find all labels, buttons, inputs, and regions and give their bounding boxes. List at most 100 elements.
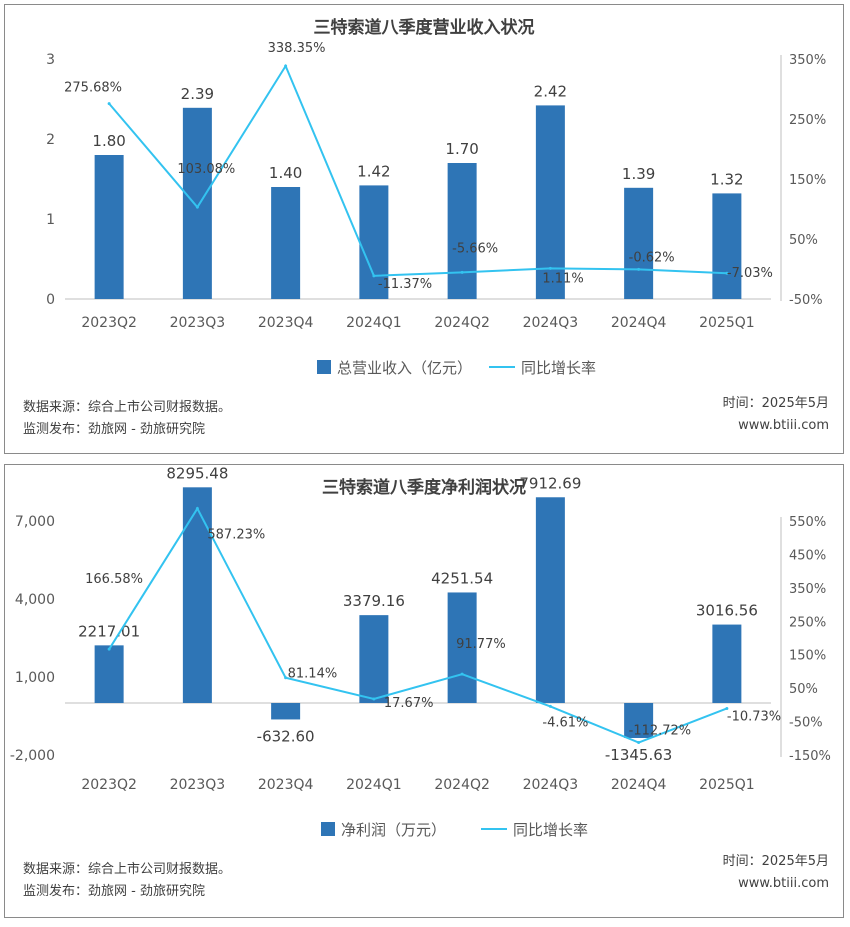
- profit-source-text: 数据来源：综合上市公司财报数据。: [23, 862, 232, 877]
- revenue-growth-value-label: 338.35%: [268, 41, 326, 56]
- revenue-legend-line-label: 同比增长率: [521, 359, 596, 377]
- revenue-bar: [182, 107, 212, 299]
- profit-chart-panel: 三特索道八季度净利润状况 -2,000 1,000 4,000 7,000 -150% -5…: [4, 464, 844, 918]
- revenue-bar: [712, 193, 742, 299]
- profit-legend-bar-swatch: [321, 822, 335, 836]
- revenue-category-label: 2024Q1: [346, 315, 402, 331]
- revenue-category-label: 2023Q2: [81, 315, 137, 331]
- profit-category-label: 2024Q3: [523, 777, 579, 793]
- profit-bar-value-label: 4251.54: [431, 569, 493, 587]
- revenue-growth-value-label: 103.08%: [177, 162, 235, 177]
- revenue-growth-value-label: 1.11%: [542, 271, 583, 286]
- revenue-bar-value-label: 2.39: [181, 85, 214, 103]
- revenue-publisher-text: 监测发布：劲旅网 - 劲旅研究院: [23, 422, 205, 437]
- profit-category-label: 2023Q2: [81, 777, 137, 793]
- revenue-right-tick-label: 350%: [789, 53, 826, 68]
- revenue-bar-value-label: 1.80: [92, 132, 125, 150]
- revenue-date-text: 时间：2025年5月: [722, 396, 829, 411]
- revenue-growth-value-label: -11.37%: [378, 277, 432, 292]
- profit-bar: [535, 497, 565, 703]
- profit-left-tick-label: 1,000: [15, 670, 55, 686]
- revenue-site-text: www.btiii.com: [738, 418, 829, 433]
- profit-growth-line: [108, 506, 728, 744]
- revenue-footer-right: 时间：2025年5月 www.btiii.com: [723, 393, 829, 437]
- profit-site-text: www.btiii.com: [738, 876, 829, 891]
- revenue-bar-value-label: 1.42: [357, 162, 390, 180]
- profit-bar-value-label: 8295.48: [166, 465, 228, 482]
- profit-category-label: 2023Q3: [170, 777, 226, 793]
- revenue-bar-value-label: 1.39: [622, 165, 655, 183]
- profit-category-label: 2024Q4: [611, 777, 667, 793]
- profit-right-tick-label: 550%: [789, 515, 826, 530]
- profit-footer-left: 数据来源：综合上市公司财报数据。 监测发布：劲旅网 - 劲旅研究院: [23, 859, 231, 903]
- revenue-chart: 三特索道八季度营业收入状况 0 1 2 3 -50% 50% 150% 250% 350% 1.80…: [46, 17, 826, 377]
- profit-left-tick-label: 7,000: [15, 514, 55, 530]
- profit-publisher-text: 监测发布：劲旅网 - 劲旅研究院: [23, 884, 205, 899]
- revenue-category-label: 2024Q4: [611, 315, 667, 331]
- profit-right-tick-label: 250%: [789, 615, 826, 630]
- profit-chart: 三特索道八季度净利润状况 -2,000 1,000 4,000 7,000 -150% -5…: [10, 465, 831, 839]
- profit-growth-value-label: -4.61%: [542, 715, 588, 730]
- profit-growth-value-label: 81.14%: [288, 667, 338, 682]
- profit-bar: [182, 487, 212, 703]
- revenue-growth-point: [284, 64, 288, 68]
- profit-left-tick-label: -2,000: [10, 748, 55, 764]
- profit-growth-value-label: 166.58%: [85, 572, 143, 587]
- profit-growth-point: [548, 704, 552, 708]
- profit-footer-right: 时间：2025年5月 www.btiii.com: [723, 851, 829, 895]
- profit-growth-point: [372, 697, 376, 701]
- profit-bar: [447, 592, 477, 703]
- profit-category-label: 2023Q4: [258, 777, 314, 793]
- profit-growth-point: [725, 706, 729, 710]
- revenue-bar: [535, 105, 565, 300]
- revenue-footer-left: 数据来源：综合上市公司财报数据。 监测发布：劲旅网 - 劲旅研究院: [23, 397, 231, 441]
- revenue-bar: [359, 185, 389, 299]
- revenue-left-tick-label: 3: [46, 52, 55, 68]
- profit-bar-value-label: -632.60: [257, 727, 315, 745]
- profit-bar-value-label: -1345.63: [605, 746, 672, 764]
- profit-bar-value-label: 3379.16: [343, 592, 405, 610]
- profit-left-tick-label: 4,000: [15, 592, 55, 608]
- revenue-growth-line: [108, 63, 727, 277]
- profit-right-tick-label: -150%: [789, 749, 831, 764]
- revenue-category-label: 2023Q4: [258, 315, 314, 331]
- revenue-source-text: 数据来源：综合上市公司财报数据。: [23, 400, 232, 415]
- revenue-right-tick-label: 150%: [789, 173, 826, 188]
- revenue-right-tick-label: 250%: [789, 113, 826, 128]
- profit-growth-point: [284, 676, 288, 680]
- profit-right-tick-label: 50%: [789, 682, 818, 697]
- revenue-growth-value-label: -0.62%: [629, 250, 675, 265]
- revenue-bar: [94, 155, 124, 299]
- profit-growth-value-label: -10.73%: [727, 709, 781, 724]
- profit-bar-value-label: 3016.56: [696, 602, 758, 620]
- revenue-growth-point: [725, 271, 729, 275]
- profit-category-label: 2024Q2: [434, 777, 490, 793]
- profit-bar: [271, 703, 301, 720]
- profit-bar-value-label: 7912.69: [519, 474, 581, 492]
- profit-growth-value-label: -112.72%: [629, 724, 692, 739]
- profit-right-tick-label: 450%: [789, 548, 826, 563]
- revenue-category-label: 2023Q3: [170, 315, 226, 331]
- profit-bar: [359, 615, 389, 703]
- profit-legend-line-label: 同比增长率: [513, 821, 588, 839]
- profit-growth-value-label: 587.23%: [207, 528, 265, 543]
- revenue-chart-title: 三特索道八季度营业收入状况: [314, 17, 535, 38]
- profit-right-tick-label: 350%: [789, 582, 826, 597]
- revenue-growth-value-label: -7.03%: [727, 266, 773, 281]
- revenue-chart-panel: 三特索道八季度营业收入状况 0 1 2 3 -50% 50% 150% 250% 350% 1.80…: [4, 4, 844, 454]
- revenue-growth-point: [637, 267, 641, 271]
- profit-category-label: 2025Q1: [699, 777, 755, 793]
- revenue-left-tick-label: 1: [46, 212, 55, 228]
- revenue-bar-value-label: 1.32: [710, 170, 743, 188]
- revenue-bar-value-label: 1.40: [269, 164, 302, 182]
- profit-bar-value-label: 2217.01: [78, 622, 140, 640]
- revenue-growth-value-label: -5.66%: [452, 241, 498, 256]
- revenue-left-tick-label: 0: [46, 292, 55, 308]
- revenue-right-tick-label: 50%: [789, 233, 818, 248]
- profit-growth-value-label: 91.77%: [456, 637, 506, 652]
- revenue-bar-value-label: 1.70: [445, 140, 478, 158]
- profit-date-text: 时间：2025年5月: [722, 854, 829, 869]
- revenue-bar: [271, 187, 301, 299]
- profit-right-tick-label: 150%: [789, 649, 826, 664]
- revenue-growth-point: [107, 102, 111, 106]
